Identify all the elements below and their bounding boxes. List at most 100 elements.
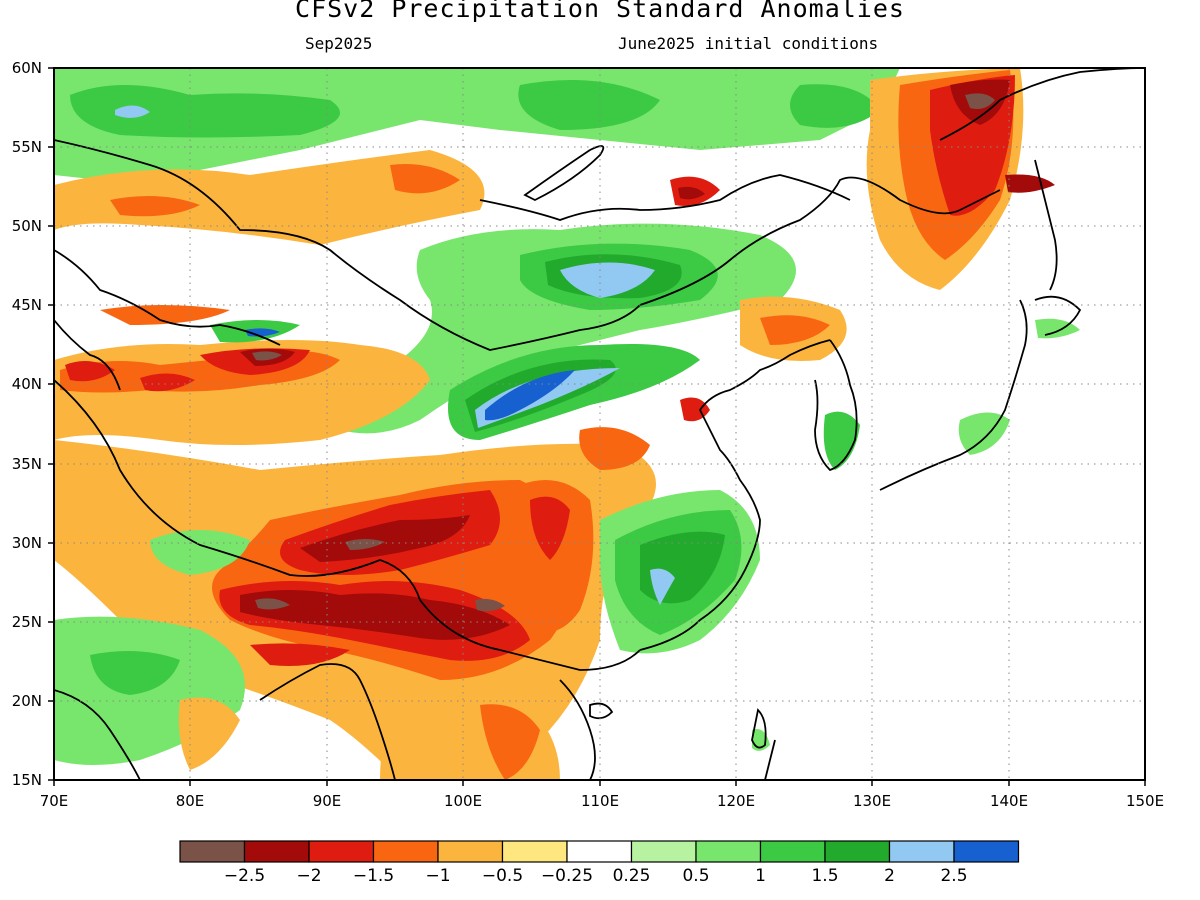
vietnam-coast xyxy=(559,679,596,780)
bay-of-bengal-coast xyxy=(259,663,396,780)
x-tick-label: 120E xyxy=(717,792,755,810)
y-tick-label: 35N xyxy=(12,455,42,473)
colorbar-swatch xyxy=(308,840,375,863)
colorbar-label: −0.25 xyxy=(541,866,593,886)
colorbar-swatch xyxy=(566,840,633,863)
colorbar-swatch xyxy=(243,840,310,863)
x-tick-label: 150E xyxy=(1126,792,1164,810)
forecast-month: Sep2025 xyxy=(305,34,373,53)
himalaya-dry-peak xyxy=(255,598,290,610)
china-north-border xyxy=(54,139,1001,351)
tarim-dry-peak xyxy=(252,351,282,361)
map-title: CFSv2 Precipitation Standard Anomalies xyxy=(295,0,905,23)
colorbar-swatch xyxy=(630,840,697,863)
khingan-dry-core xyxy=(678,186,705,200)
baikal xyxy=(523,145,605,202)
china-south-border xyxy=(54,379,641,671)
colorbar-swatch xyxy=(888,840,955,863)
caspian-border xyxy=(54,319,121,391)
x-tick-label: 110E xyxy=(581,792,619,810)
japan-honshu xyxy=(879,299,1028,491)
west-tarim-dry xyxy=(140,373,195,392)
north-wet-spot xyxy=(115,105,150,118)
gobi-wet-peak xyxy=(485,370,575,421)
india-coast xyxy=(54,689,141,780)
hainan xyxy=(589,702,614,720)
y-tick-label: 25N xyxy=(12,613,42,631)
central-china-dry-core xyxy=(530,496,570,560)
bay-of-bengal-dry xyxy=(250,643,350,666)
central-asia-border xyxy=(54,249,281,346)
sakhalin xyxy=(1034,159,1058,291)
x-tick-label: 70E xyxy=(40,792,69,810)
colorbar-swatch xyxy=(437,840,504,863)
anomaly-field xyxy=(54,68,1145,780)
y-tick-label: 30N xyxy=(12,534,42,552)
mongolia-wet-peak xyxy=(560,262,655,298)
colorbar-label: 1 xyxy=(755,866,766,886)
y-tick-label: 40N xyxy=(12,375,42,393)
colorbar-swatch xyxy=(372,840,439,863)
colorbar-label: 0.5 xyxy=(682,866,709,886)
himalaya-dry-peak2 xyxy=(475,598,505,612)
indochina-dry-core xyxy=(480,704,540,780)
y-tick-label: 50N xyxy=(12,217,42,235)
y-tick-label: 55N xyxy=(12,138,42,156)
y-tick-label: 15N xyxy=(12,771,42,789)
x-axis-labels: 70E 80E 90E 100E 110E 120E 130E 140E 150… xyxy=(40,792,1164,810)
colorbar-label: −1.5 xyxy=(353,866,394,886)
colorbar-label: 0.25 xyxy=(613,866,651,886)
colorbar-label: −0.5 xyxy=(482,866,523,886)
fergana-dry xyxy=(65,361,115,382)
korea-wet xyxy=(823,411,860,470)
colorbar-label: −2.5 xyxy=(224,866,265,886)
tibet-dry-core xyxy=(300,515,470,562)
korean-peninsula xyxy=(814,339,858,472)
coastlines xyxy=(54,68,1145,780)
colorbar-swatch xyxy=(824,840,891,863)
colorbar-swatch xyxy=(695,840,762,863)
west-himalaya-wet xyxy=(150,530,250,575)
philippines xyxy=(764,739,776,780)
north-wet-core-2 xyxy=(518,80,660,130)
kazakhstan-dry-core xyxy=(110,196,200,217)
colorbar-label: 2.5 xyxy=(940,866,967,886)
colorbar: −2.5 −2 −1.5 −1 −0.5 −0.25 0.25 0.5 1 1.5 2 2.5 xyxy=(179,840,1020,886)
colorbar-swatch xyxy=(759,840,826,863)
colorbar-label: −2 xyxy=(296,866,321,886)
himalaya-dry-core xyxy=(240,590,510,640)
okhotsk-coast xyxy=(939,68,1145,141)
amur-dry-peak xyxy=(965,93,995,109)
colorbar-swatch xyxy=(501,840,568,863)
axis-ticks xyxy=(48,67,1146,786)
russia-mongolia-border xyxy=(479,174,851,221)
colorbar-swatch xyxy=(953,840,1020,863)
kazakhstan-dry-core2 xyxy=(390,164,460,194)
india-wet-core xyxy=(90,651,180,695)
colorbar-label: −1 xyxy=(425,866,450,886)
tibet-dry-peak xyxy=(345,539,385,550)
kazakhstan-dry xyxy=(54,150,485,245)
y-tick-label: 60N xyxy=(12,59,42,77)
manchuria-dry-core xyxy=(760,315,830,345)
initial-conditions-label: June2025 initial conditions xyxy=(618,34,879,53)
south-china-wet-peak xyxy=(650,568,675,605)
x-tick-label: 80E xyxy=(176,792,205,810)
y-axis-labels: 60N 55N 50N 45N 40N 35N 30N 25N 20N 15N xyxy=(12,59,42,789)
north-wet-core-3 xyxy=(790,84,880,128)
colorbar-label: 2 xyxy=(884,866,895,886)
x-tick-label: 140E xyxy=(990,792,1028,810)
y-tick-label: 20N xyxy=(12,692,42,710)
taiwan xyxy=(751,708,767,749)
china-east-coast xyxy=(639,339,831,651)
kaz-dry-line xyxy=(100,305,230,325)
x-tick-label: 90E xyxy=(313,792,342,810)
x-tick-label: 130E xyxy=(853,792,891,810)
north-wet-core xyxy=(70,85,340,138)
x-tick-label: 100E xyxy=(444,792,482,810)
colorbar-label: 1.5 xyxy=(811,866,838,886)
lower-india-dry xyxy=(178,697,240,770)
yellow-river-dry xyxy=(579,427,650,470)
y-tick-label: 45N xyxy=(12,296,42,314)
